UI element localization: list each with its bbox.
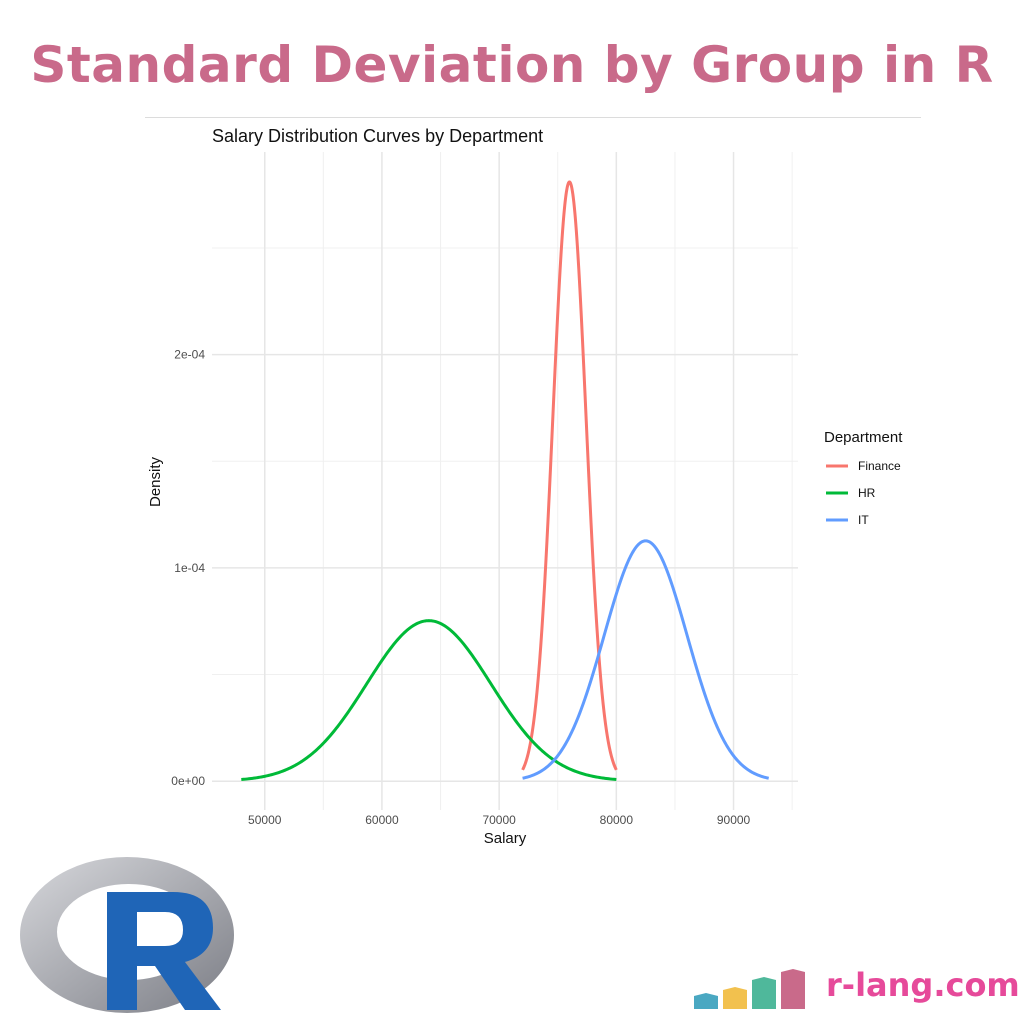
title-divider xyxy=(145,117,921,118)
density-line-hr xyxy=(241,619,617,782)
y-tick-label: 0e+00 xyxy=(171,774,205,788)
legend-label-it: IT xyxy=(858,513,869,527)
density-line-finance xyxy=(521,180,618,771)
x-axis-label: Salary xyxy=(484,830,527,847)
page-title: Standard Deviation by Group in R xyxy=(30,36,994,94)
y-axis-label: Density xyxy=(147,456,164,507)
site-name: r-lang.com xyxy=(826,966,1020,1004)
r-logo-icon xyxy=(19,856,234,1014)
density-line-it xyxy=(521,539,770,780)
x-tick-label: 60000 xyxy=(365,813,399,827)
legend-label-finance: Finance xyxy=(858,459,901,473)
grid xyxy=(212,152,798,810)
bar-chart-icon xyxy=(694,969,805,1009)
y-tick-label: 1e-04 xyxy=(174,561,205,575)
legend: Department Finance HR IT xyxy=(824,429,903,527)
curves xyxy=(241,180,770,782)
chart-title: Salary Distribution Curves by Department xyxy=(212,126,543,146)
x-tick-label: 90000 xyxy=(717,813,751,827)
legend-title: Department xyxy=(824,429,903,446)
x-tick-label: 70000 xyxy=(482,813,516,827)
x-tick-label: 50000 xyxy=(248,813,282,827)
axis-ticks: 50000 60000 70000 80000 90000 0e+00 1e-04 2e-04 xyxy=(171,348,750,827)
legend-label-hr: HR xyxy=(858,486,876,500)
x-tick-label: 80000 xyxy=(600,813,634,827)
y-tick-label: 2e-04 xyxy=(174,348,205,362)
